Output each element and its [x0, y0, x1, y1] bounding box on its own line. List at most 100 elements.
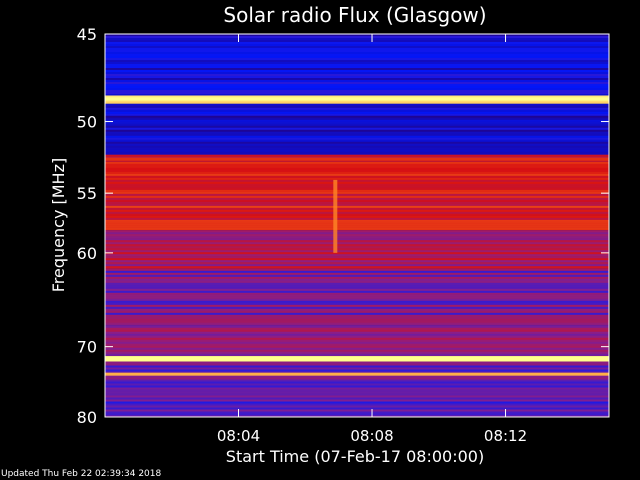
band-texture-row — [105, 58, 609, 60]
band-texture-row — [105, 213, 609, 216]
band-texture-row — [105, 383, 609, 386]
band-texture-row — [105, 117, 609, 120]
update-timestamp: Updated Thu Feb 22 02:39:34 2018 — [1, 469, 162, 479]
band-texture-row — [105, 201, 609, 204]
band-texture-row — [105, 163, 609, 166]
band-texture-row — [105, 115, 609, 118]
band-texture-row — [105, 391, 609, 394]
band-texture-row — [105, 113, 609, 116]
band-texture-row — [105, 161, 609, 164]
band-texture-row — [105, 109, 609, 112]
band-texture-row — [105, 327, 609, 330]
band-texture-row — [105, 76, 609, 78]
band-texture-row — [105, 296, 609, 299]
band-texture-row — [105, 54, 609, 56]
band-texture-row — [105, 244, 609, 247]
band-texture-row — [105, 101, 609, 104]
band-texture-row — [105, 252, 609, 255]
band-texture-row — [105, 187, 609, 190]
band-texture-row — [105, 367, 609, 370]
band-texture-row — [105, 270, 609, 273]
band-texture-row — [105, 68, 609, 70]
band-texture-row — [105, 306, 609, 309]
band-texture-row — [105, 211, 609, 214]
band-texture-row — [105, 240, 609, 243]
x-tick-label: 08:12 — [484, 427, 527, 445]
band-texture-row — [105, 363, 609, 366]
band-texture-row — [105, 278, 609, 281]
band-texture-row — [105, 64, 609, 66]
band-texture-row — [105, 215, 609, 218]
band-texture-row — [105, 371, 609, 374]
burst-feature-0 — [333, 179, 338, 253]
band-texture-row — [105, 280, 609, 283]
band-texture-row — [105, 90, 609, 92]
band-texture-row — [105, 325, 609, 328]
band-texture-row — [105, 119, 609, 122]
band-texture-row — [105, 369, 609, 372]
hot-line-1 — [105, 157, 609, 161]
band-texture-row — [105, 316, 609, 319]
band-texture-row — [105, 304, 609, 307]
y-tick-label: 80 — [77, 408, 97, 427]
band-texture-row — [105, 141, 609, 144]
band-texture-row — [105, 133, 609, 136]
band-texture-row — [105, 302, 609, 305]
band-texture-row — [105, 347, 609, 350]
band-texture-row — [105, 254, 609, 257]
band-texture-row — [105, 70, 609, 72]
band-texture-row — [105, 171, 609, 174]
band-texture-row — [105, 395, 609, 398]
band-texture-row — [105, 123, 609, 126]
band-texture-row — [105, 147, 609, 150]
band-texture-row — [105, 74, 609, 76]
plot-frame — [104, 33, 610, 418]
band-texture-row — [105, 268, 609, 269]
band-texture-row — [105, 403, 609, 406]
band-texture-row — [105, 401, 609, 404]
band-texture-row — [105, 153, 609, 155]
heatmap-plot — [105, 34, 609, 417]
x-axis: 08:04 08:08 08:12 — [217, 34, 527, 445]
band-texture-row — [105, 242, 609, 245]
band-texture-row — [105, 399, 609, 402]
band-texture-row — [105, 203, 609, 206]
band-texture-row — [105, 262, 609, 265]
band-texture-row — [105, 139, 609, 142]
y-axis: 45 50 55 60 70 80 — [77, 25, 609, 427]
band-texture-row — [105, 223, 609, 226]
band-texture-row — [105, 292, 609, 295]
band-texture-row — [105, 339, 609, 342]
hot-line-2 — [105, 356, 609, 360]
band-texture-row — [105, 154, 609, 157]
chart-title: Solar radio Flux (Glasgow) — [223, 3, 486, 27]
band-texture-row — [105, 80, 609, 82]
y-tick-label: 60 — [77, 244, 97, 263]
band-texture-row — [105, 105, 609, 108]
band-texture-row — [105, 266, 609, 269]
band-texture-row — [105, 36, 609, 38]
band-texture-row — [105, 407, 609, 410]
band-texture-row — [105, 322, 609, 325]
band-texture-row — [105, 234, 609, 237]
band-texture-row — [105, 60, 609, 62]
band-texture-row — [105, 42, 609, 44]
band-texture-row — [105, 294, 609, 297]
band-texture-row — [105, 143, 609, 146]
band-texture-row — [105, 127, 609, 130]
band-texture-row — [105, 52, 609, 54]
band-texture-row — [105, 360, 609, 362]
y-tick-label: 45 — [77, 25, 97, 44]
x-tick-label: 08:04 — [217, 427, 260, 445]
band-texture-row — [105, 389, 609, 392]
band-texture-row — [105, 48, 609, 50]
band-texture-row — [105, 411, 609, 414]
band-texture-row — [105, 99, 609, 102]
band-texture-row — [105, 50, 609, 52]
band-texture-row — [105, 169, 609, 172]
band-texture-row — [105, 129, 609, 132]
band-texture-row — [105, 221, 609, 224]
band-texture-row — [105, 349, 609, 352]
band-texture-row — [105, 413, 609, 416]
band-texture-row — [105, 361, 609, 364]
